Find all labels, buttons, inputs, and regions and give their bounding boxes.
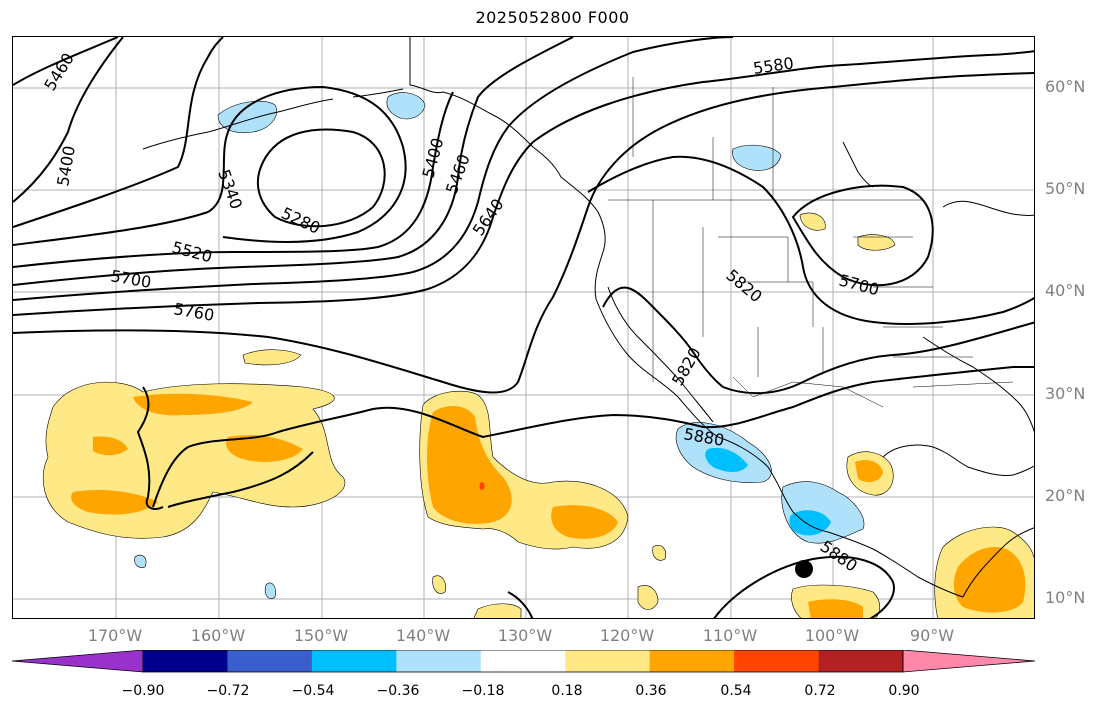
contour-label: 5640	[469, 195, 508, 239]
contour-label: 5700	[837, 271, 881, 300]
colorbar	[11, 650, 1036, 673]
map-canvas: 5460 5400 5340 5280 5400 5460 5640 5520 …	[13, 37, 1034, 618]
lon-label: 170°W	[87, 626, 143, 645]
colorbar-segment	[227, 650, 313, 672]
colorbar-tick: −0.72	[206, 683, 250, 699]
colorbar-segment	[480, 650, 566, 672]
lon-label: 90°W	[909, 626, 955, 645]
contour-label: 5400	[419, 136, 448, 180]
contour-label: 5880	[817, 537, 861, 576]
lon-label: 150°W	[293, 626, 349, 645]
map-panel: 5460 5400 5340 5280 5400 5460 5640 5520 …	[12, 36, 1035, 619]
colorbar-segment	[143, 650, 228, 672]
lat-label: 30°N	[1045, 384, 1086, 403]
lon-label: 100°W	[804, 626, 860, 645]
contour-label: 5460	[40, 50, 78, 95]
colorbar-tick: 0.54	[720, 683, 752, 699]
lon-label: 120°W	[599, 626, 655, 645]
colorbar-segment	[396, 650, 482, 672]
contour-label: 5280	[278, 203, 323, 237]
map-title: 2025052800 F000	[475, 8, 630, 27]
lon-label: 130°W	[497, 626, 553, 645]
colorbar-tick: 0.90	[888, 683, 920, 699]
colorbar-tick: −0.18	[461, 683, 505, 699]
lat-label: 40°N	[1045, 281, 1086, 300]
colorbar-segment	[649, 650, 735, 672]
lon-label: 110°W	[702, 626, 758, 645]
lat-label: 50°N	[1045, 179, 1086, 198]
lat-label: 60°N	[1045, 77, 1086, 96]
colorbar-segment	[818, 650, 904, 672]
colorbar-extend-min	[11, 650, 144, 673]
positive-anomaly-shading	[42, 212, 1034, 618]
colorbar-tick: 0.36	[635, 683, 667, 699]
contour-label: 5520	[170, 238, 214, 267]
colorbar-tick: 0.72	[804, 683, 836, 699]
lon-label: 160°W	[190, 626, 246, 645]
political-boundaries	[608, 77, 1014, 408]
contour-label: 5760	[172, 299, 215, 325]
lon-label: 140°W	[395, 626, 451, 645]
colorbar-tick: −0.90	[121, 683, 165, 699]
colorbar-extend-max	[902, 650, 1036, 673]
contour-label: 5820	[668, 344, 705, 389]
contour-label: 5820	[722, 266, 765, 307]
colorbar-segment	[565, 650, 651, 672]
contour-label: 5580	[752, 53, 795, 77]
height-contours	[13, 37, 1034, 618]
colorbar-border	[142, 650, 904, 673]
negative-anomaly-shading	[134, 92, 865, 599]
lat-label: 20°N	[1045, 486, 1086, 505]
lat-label: 10°N	[1045, 588, 1086, 607]
colorbar-tick: 0.18	[551, 683, 583, 699]
colorbar-tick: −0.36	[376, 683, 420, 699]
colorbar-segments	[11, 650, 1036, 673]
location-marker	[795, 560, 813, 578]
colorbar-segment	[311, 650, 397, 672]
colorbar-segment	[734, 650, 820, 672]
colorbar-tick: −0.54	[291, 683, 335, 699]
